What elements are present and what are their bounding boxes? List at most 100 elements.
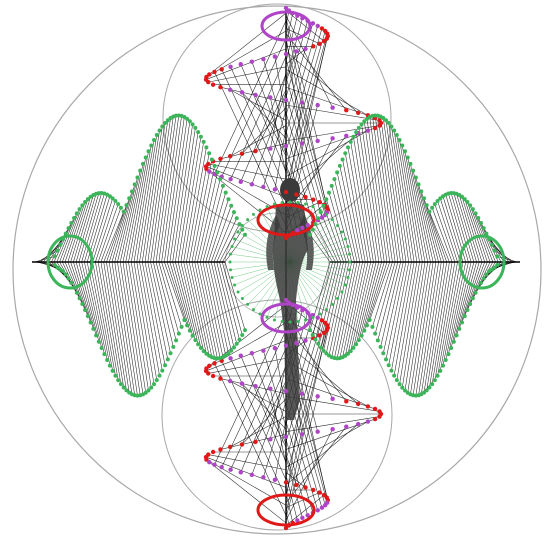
thread <box>210 261 232 351</box>
nail-dot <box>230 244 234 248</box>
thread <box>464 261 485 317</box>
nail-dot <box>372 125 378 131</box>
nail-dot <box>438 196 443 201</box>
thread <box>111 261 133 395</box>
nail-dot <box>258 208 262 212</box>
nail-dot <box>373 331 378 336</box>
nail-dot <box>249 59 255 64</box>
nail-dot <box>473 211 478 216</box>
nail-dot <box>143 155 148 160</box>
nail-dot <box>318 345 323 350</box>
thread <box>155 261 177 341</box>
thread <box>241 398 287 445</box>
nail-dot <box>351 345 356 350</box>
nail-dot <box>233 283 237 287</box>
upper-helix-dots <box>203 5 384 241</box>
thread <box>431 261 453 385</box>
nail-dot <box>330 105 335 110</box>
nail-dot <box>294 340 299 346</box>
thread <box>285 125 380 142</box>
nail-dot <box>152 382 157 387</box>
nail-dot <box>149 385 154 390</box>
nail-dot <box>476 216 481 221</box>
thread <box>103 261 124 388</box>
thread <box>240 365 287 473</box>
nail-dot <box>201 139 206 144</box>
thread <box>117 177 138 263</box>
thread <box>139 261 160 376</box>
nail-dot <box>348 139 353 144</box>
thread <box>399 139 420 263</box>
thread <box>350 141 371 263</box>
nail-dot <box>55 265 60 270</box>
nail-dot <box>249 472 255 477</box>
nail-dot <box>268 95 273 100</box>
nail-dot <box>355 401 361 407</box>
nail-dot <box>330 427 335 432</box>
nail-dot <box>179 324 184 329</box>
nail-dot <box>321 330 327 336</box>
nail-dot <box>237 222 242 227</box>
thread <box>412 261 434 396</box>
nail-dot <box>212 69 217 75</box>
nail-dot <box>207 151 212 156</box>
nail-dot <box>372 406 378 412</box>
thread <box>122 163 144 263</box>
thread <box>224 234 246 263</box>
thread <box>339 165 361 263</box>
nail-dot <box>280 319 284 323</box>
nail-dot <box>283 480 289 485</box>
thread <box>270 71 287 149</box>
nail-dot <box>63 272 68 277</box>
nail-dot <box>198 134 203 139</box>
thread <box>358 127 380 263</box>
nail-dot <box>138 168 143 173</box>
nail-dot <box>165 118 170 123</box>
thread <box>164 261 185 321</box>
figure-body <box>272 202 308 420</box>
nail-dot <box>220 183 225 188</box>
nail-dot <box>253 383 258 389</box>
thread <box>391 261 412 371</box>
nail-dot <box>229 268 233 272</box>
thread <box>210 205 232 263</box>
nail-dot <box>149 143 154 148</box>
nail-dot <box>303 338 308 343</box>
nail-dot <box>210 449 216 455</box>
thread <box>407 261 428 393</box>
thread <box>221 261 243 336</box>
thread <box>208 163 287 180</box>
thread <box>208 357 287 374</box>
thread <box>434 204 456 263</box>
nail-dot <box>238 179 243 184</box>
nail-dot <box>207 72 212 77</box>
nail-dot <box>253 148 258 154</box>
thread <box>230 56 287 180</box>
figure-arm <box>266 215 280 270</box>
thread <box>391 126 412 263</box>
thread <box>219 223 240 263</box>
thread <box>136 261 158 381</box>
thread <box>169 261 191 331</box>
thread <box>255 94 287 157</box>
thread <box>380 116 401 263</box>
nail-dot <box>218 447 223 452</box>
thread <box>186 147 207 263</box>
thread <box>191 261 213 358</box>
nail-dot <box>386 121 391 126</box>
thread <box>285 395 380 412</box>
nail-dot <box>124 388 129 393</box>
thread <box>206 459 287 506</box>
nail-dot <box>239 381 245 386</box>
thread <box>153 116 174 263</box>
nail-dot <box>460 194 464 199</box>
thread <box>205 456 287 488</box>
nail-dot <box>311 205 315 209</box>
nail-dot <box>218 177 223 182</box>
nail-dot <box>212 163 217 168</box>
thread <box>315 261 336 340</box>
nail-dot <box>283 343 289 348</box>
nail-dot <box>72 216 77 221</box>
nail-dot <box>336 297 340 301</box>
